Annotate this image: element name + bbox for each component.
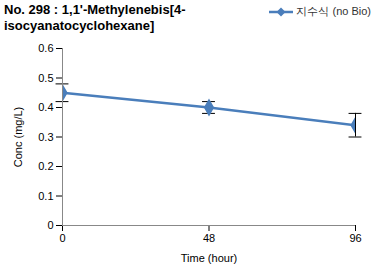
svg-text:0.6: 0.6 (38, 42, 53, 54)
svg-text:Time (hour): Time (hour) (181, 252, 237, 264)
svg-text:Conc (mg/L): Conc (mg/L) (12, 107, 24, 168)
html-text:지수식 (no Bio): 지수식 (no Bio) (296, 5, 371, 17)
svg-text:0.5: 0.5 (38, 72, 53, 84)
svg-text:0.2: 0.2 (38, 160, 53, 172)
svg-text:0.1: 0.1 (38, 190, 53, 202)
svg-text:96: 96 (349, 232, 361, 244)
html-text:No. 298 : 1,1'-Methylenebis[4-: No. 298 : 1,1'-Methylenebis[4-isocyanato… (4, 2, 186, 33)
svg-text:48: 48 (203, 232, 215, 244)
svg-text:0: 0 (47, 219, 53, 231)
svg-text:0: 0 (59, 232, 65, 244)
svg-text:0.4: 0.4 (38, 101, 53, 113)
svg-text:0.3: 0.3 (38, 131, 53, 143)
